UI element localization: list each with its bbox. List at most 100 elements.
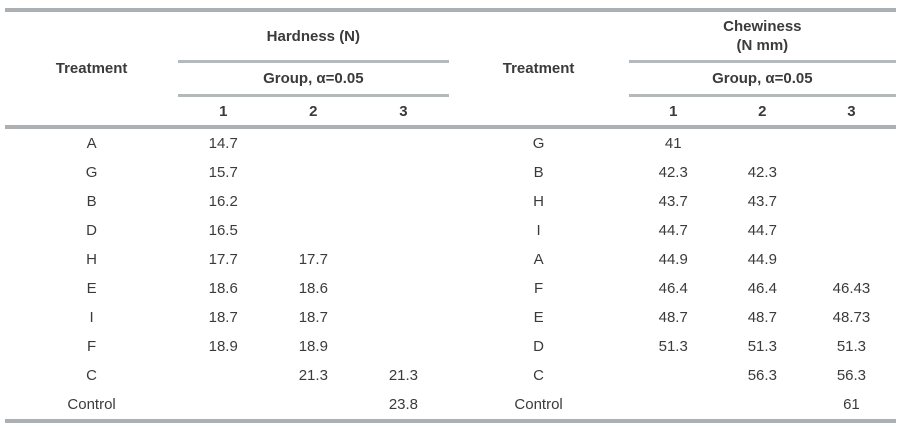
group3-value-cell: 51.3 (836, 338, 867, 355)
group3-value-cell (358, 332, 448, 361)
group2-value-cell (718, 390, 807, 421)
group2-value-cell (268, 187, 358, 216)
group3-value-cell: 46.43 (832, 280, 871, 297)
group2-value-cell: 18.7 (298, 309, 328, 326)
group1-value-cell: 48.7 (658, 309, 688, 326)
group-number-header: 1 (178, 95, 269, 129)
group1-value-cell (629, 390, 718, 421)
group1-value-cell (178, 390, 268, 421)
group2-value-cell: 42.3 (747, 164, 777, 181)
treatment-cell: I (89, 309, 94, 326)
group1-value-cell: 15.7 (208, 164, 238, 181)
treatment-cell: G (532, 135, 545, 152)
table-row: F 18.9 18.9 D 51.3 51.3 51.3 (5, 332, 896, 361)
group3-value-cell (358, 245, 448, 274)
table-row: H 17.7 17.7 A 44.9 44.9 (5, 245, 896, 274)
group3-value-cell (807, 187, 896, 216)
group2-value-cell: 56.3 (747, 367, 777, 384)
group-alpha-header: Group, α=0.05 (178, 61, 449, 97)
treatment-column-header: Treatment (448, 10, 629, 129)
group3-value-cell: 61 (843, 396, 860, 413)
group3-value-cell (358, 127, 448, 158)
treatment-cell: B (533, 164, 544, 181)
group1-value-cell: 42.3 (658, 164, 688, 181)
group2-value-cell: 44.7 (747, 222, 777, 239)
group1-value-cell: 16.2 (208, 193, 238, 210)
hardness-measure-header: Hardness (N) (178, 10, 449, 63)
treatment-cell: G (85, 164, 98, 181)
treatment-cell: F (534, 280, 544, 297)
group3-value-cell (807, 127, 896, 158)
group3-value-cell: 56.3 (836, 367, 867, 384)
group3-value-cell (358, 187, 448, 216)
group2-value-cell: 46.4 (747, 280, 777, 297)
group2-value-cell (718, 127, 807, 158)
table-row: G 15.7 B 42.3 42.3 (5, 158, 896, 187)
group-number-header: 2 (268, 95, 359, 129)
group2-value-cell: 51.3 (747, 338, 777, 355)
group1-value-cell: 17.7 (208, 251, 238, 268)
group1-value-cell: 18.7 (208, 309, 238, 326)
group2-value-cell (268, 390, 358, 421)
group-number-header: 2 (717, 95, 807, 129)
table-row: Control 23.8 Control 61 (5, 390, 896, 421)
group3-value-cell (358, 274, 448, 303)
group2-value-cell: 21.3 (298, 367, 328, 384)
group3-value-cell: 23.8 (388, 396, 419, 413)
group2-value-cell: 44.9 (747, 251, 777, 268)
treatment-cell: A (86, 135, 97, 152)
group1-value-cell: 41 (664, 135, 682, 152)
group-alpha-header: Group, α=0.05 (628, 61, 896, 97)
table-row: A 14.7 G 41 (5, 127, 896, 158)
measure-title-line2: (N mm) (736, 37, 789, 54)
group2-value-cell (268, 216, 358, 245)
header-row-group: Group, α=0.05 Group, α=0.05 (5, 61, 896, 97)
group2-value-cell: 48.7 (747, 309, 777, 326)
group-number-header: 3 (358, 95, 449, 129)
group1-value-cell: 14.7 (208, 135, 238, 152)
treatment-cell: I (536, 222, 541, 239)
treatment-cell: C (86, 367, 98, 384)
table-row: D 16.5 I 44.7 44.7 (5, 216, 896, 245)
group2-value-cell (268, 158, 358, 187)
group-number-header: 1 (628, 95, 718, 129)
group1-value-cell: 18.9 (208, 338, 238, 355)
treatment-cell: D (533, 338, 545, 355)
treatment-cell: E (86, 280, 97, 297)
group3-value-cell (358, 303, 448, 332)
group3-value-cell (807, 158, 896, 187)
measure-title-line1: Chewiness (723, 18, 802, 35)
table-body: A 14.7 G 41 G 15.7 B 42.3 42.3 B (5, 127, 896, 421)
group1-value-cell: 44.7 (658, 222, 688, 239)
treatment-cell: Control (67, 396, 116, 413)
group3-value-cell (358, 216, 448, 245)
table-row: I 18.7 18.7 E 48.7 48.7 48.73 (5, 303, 896, 332)
group1-value-cell: 46.4 (658, 280, 688, 297)
treatment-cell: B (86, 193, 97, 210)
table-row: B 16.2 H 43.7 43.7 (5, 187, 896, 216)
treatment-cell: Control (514, 396, 563, 413)
statistical-grouping-table: Treatment Hardness (N) Treatment Chewine… (5, 8, 896, 423)
treatment-cell: E (533, 309, 544, 326)
chewiness-measure-header: Chewiness (N mm) (628, 10, 896, 63)
treatment-cell: D (86, 222, 98, 239)
treatment-cell: A (533, 251, 544, 268)
header-row-measure: Treatment Hardness (N) Treatment Chewine… (5, 10, 896, 129)
group2-value-cell: 18.6 (298, 280, 328, 297)
treatment-cell: H (86, 251, 98, 268)
group2-value-cell: 17.7 (298, 251, 328, 268)
table-header: Treatment Hardness (N) Treatment Chewine… (5, 10, 896, 129)
group1-value-cell (178, 361, 268, 390)
table-row: E 18.6 18.6 F 46.4 46.4 46.43 (5, 274, 896, 303)
group3-value-cell (358, 158, 448, 187)
group3-value-cell: 21.3 (388, 367, 419, 384)
group3-value-cell (807, 245, 896, 274)
group1-value-cell: 16.5 (208, 222, 238, 239)
treatment-cell: H (533, 193, 545, 210)
measure-title-line1: Hardness (N) (266, 27, 361, 45)
group2-value-cell: 43.7 (747, 193, 777, 210)
group1-value-cell: 43.7 (658, 193, 688, 210)
group3-value-cell (807, 216, 896, 245)
group-number-header: 3 (806, 95, 896, 129)
